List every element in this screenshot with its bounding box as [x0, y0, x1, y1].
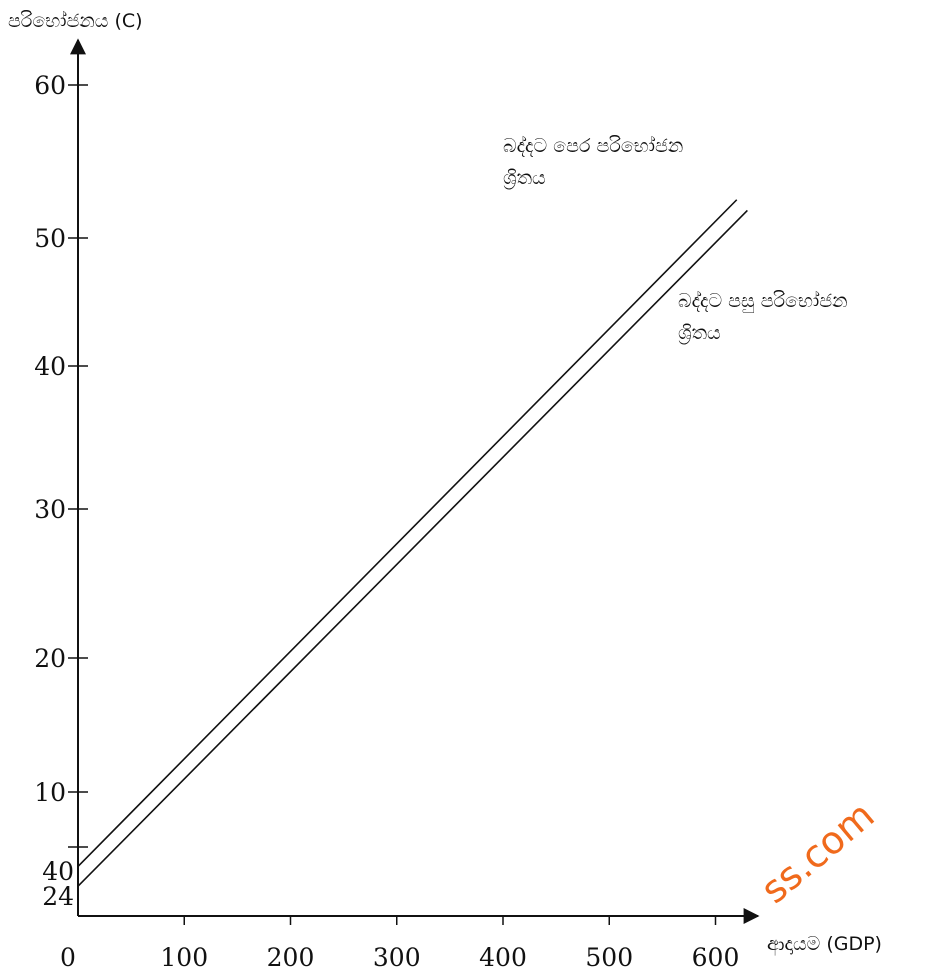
y-tick-label-50: 50	[34, 224, 66, 253]
axes	[70, 38, 760, 924]
pre-tax-line-label-line-2: ශ්‍රිතය	[503, 167, 546, 189]
y-tick-label-30: 30	[34, 495, 66, 524]
y-intercept-label-post-tax: 24	[42, 882, 74, 911]
x-axis-title: ආදායම (GDP)	[767, 933, 882, 956]
x-origin-label: 0	[60, 943, 76, 972]
watermark-text: ss.com	[753, 793, 883, 912]
y-tick-label-10: 10	[34, 778, 66, 807]
y-intercept-label-pre-tax: 40	[42, 857, 74, 886]
pre-tax-consumption-line	[77, 199, 738, 867]
post-tax-line-label-line-1: බද්දට පසු පරිභෝජන	[678, 290, 848, 314]
pre-tax-line-label-line-1: බද්දට පෙර පරිභෝජන	[503, 135, 683, 157]
series-group	[77, 199, 748, 887]
x-tick-label-100: 100	[160, 943, 208, 972]
post-tax-line-label-line-2: ශ්‍රිතය	[678, 322, 721, 344]
x-ticks: 100 200 300 400 500 600	[160, 916, 739, 972]
x-tick-label-300: 300	[373, 943, 421, 972]
annotations: බද්දට පෙර පරිභෝජන ශ්‍රිතය බද්දට පසු පරිභෝජ…	[503, 135, 848, 344]
x-tick-label-600: 600	[692, 943, 740, 972]
y-tick-label-20: 20	[34, 644, 66, 673]
y-tick-label-60: 60	[34, 71, 66, 100]
x-tick-label-400: 400	[479, 943, 527, 972]
y-axis-title: පරිභෝජනය (C)	[8, 10, 143, 32]
y-ticks: 10 20 30 40 50 60	[34, 71, 88, 848]
x-tick-label-500: 500	[585, 943, 633, 972]
x-tick-label-200: 200	[267, 943, 315, 972]
y-tick-label-40: 40	[34, 352, 66, 381]
post-tax-consumption-line	[77, 209, 748, 887]
